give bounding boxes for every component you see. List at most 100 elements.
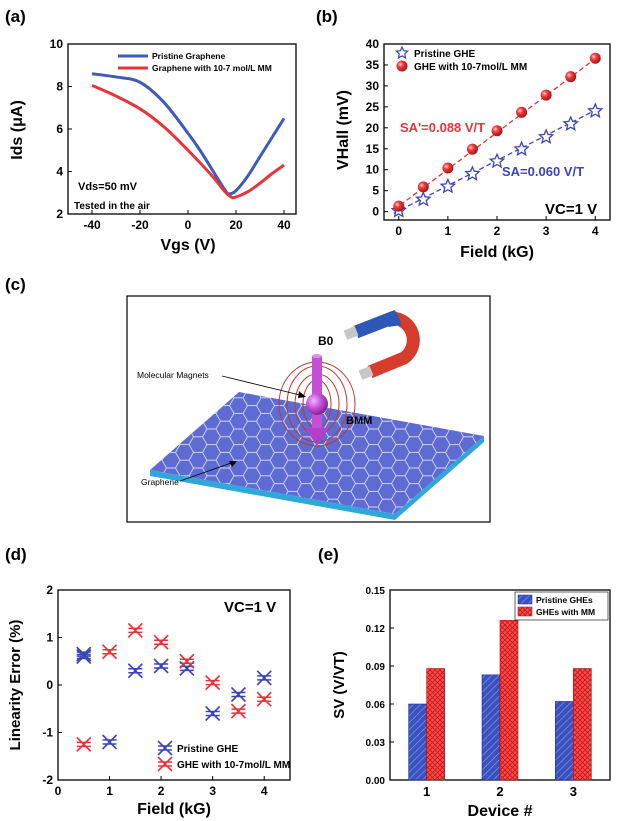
legend-marker-d-mm — [157, 756, 173, 772]
chart-d-ticks: 0 1 2 3 4 -2 -1 0 1 2 — [42, 583, 268, 798]
chart-d-xtick-label: 4 — [261, 784, 268, 798]
chart-d-points — [76, 622, 272, 752]
linearity-point-0 — [101, 734, 118, 750]
chart-b-xtick-label: 3 — [543, 224, 550, 238]
chart-b-ytick-label: 5 — [372, 184, 379, 198]
bar-mm — [499, 620, 519, 781]
arrow-head-graphene — [229, 461, 237, 467]
chart-e-ytick-label: 0.00 — [366, 776, 386, 787]
sphere-point — [589, 52, 601, 64]
bar-mm — [426, 668, 445, 781]
linearity-point-0 — [76, 648, 92, 665]
legend-label-ghe-mm: GHE with 10-7mol/L MM — [414, 62, 527, 73]
chart-d-xtick-label: 0 — [55, 784, 62, 798]
chart-d: 0 1 2 3 4 -2 -1 0 1 2 VC=1 V Pristine GHE GHE wit… — [7, 583, 291, 818]
arrow-graphene — [179, 461, 235, 482]
horseshoe-magnet-icon — [343, 309, 420, 380]
chart-e-legend: Pristine GHEs GHEs with MM — [514, 591, 609, 621]
linearity-point-1 — [153, 634, 169, 650]
sphere-point — [442, 162, 454, 174]
molecule-sphere — [306, 393, 328, 415]
bar-mm — [573, 668, 592, 781]
chart-d-xtick-label: 3 — [209, 784, 216, 798]
chart-b-xtick-label: 1 — [445, 224, 452, 238]
panel-label-c: (c) — [5, 275, 26, 294]
chart-b-points — [390, 52, 604, 218]
chart-b-xtick-label: 4 — [592, 224, 599, 238]
chart-d-ytick-label: 0 — [46, 678, 53, 692]
chart-b-ytick-label: 25 — [366, 100, 380, 114]
chart-b-ylabel: VHall (mV) — [335, 90, 352, 170]
linearity-point-1 — [256, 691, 272, 707]
molecule-arrow-shaft — [312, 356, 322, 428]
legend-label-d-pristine: Pristine GHE — [177, 744, 238, 755]
bar-pristine — [408, 703, 427, 781]
arrow-molecular-magnets — [221, 375, 305, 397]
chart-d-legend: Pristine GHE GHE with 10-7mol/L MM — [157, 740, 290, 772]
linearity-point-0 — [153, 658, 169, 674]
linearity-point-1 — [127, 622, 143, 638]
chart-e-ylabel: SV (V/VT) — [331, 651, 348, 719]
chart-d-ytick-label: -1 — [42, 726, 53, 740]
star-point — [439, 177, 457, 194]
star-point — [562, 115, 579, 132]
chart-a-lines — [91, 72, 286, 200]
chart-d-ylabel: Linearity Error (%) — [7, 620, 24, 751]
chart-b-xtick-label: 0 — [395, 224, 402, 238]
star-point — [537, 128, 555, 145]
annotation-vds: Vds=50 mV — [78, 181, 138, 193]
legend-marker-d-pristine — [157, 740, 173, 756]
chart-d-xtick-label: 2 — [158, 784, 165, 798]
chart-e-xlabel: Device # — [468, 803, 533, 820]
legend-swatch-pristine-ghes — [517, 594, 533, 605]
sphere-point — [540, 89, 552, 101]
chart-a-ytick-label: 6 — [56, 122, 63, 136]
molecule-arrow-head — [305, 428, 329, 446]
chart-b-xlabel: Field (kG) — [460, 244, 534, 261]
chart-e: 0.00 0.03 0.06 0.09 0.12 0.15 1 2 3 Pristine GHE… — [331, 586, 611, 820]
legend-star-pristine — [394, 45, 410, 60]
chart-a-legend: Pristine Graphene Graphene with 10-7 mol… — [118, 51, 272, 73]
molecule-arrow-top — [312, 354, 322, 358]
chart-a-xtick-label: -20 — [131, 218, 149, 232]
star-point — [513, 140, 530, 157]
linearity-point-1 — [179, 653, 195, 669]
linearity-point-0 — [127, 663, 143, 679]
chart-b-ytick-label: 0 — [372, 205, 379, 219]
chart-a-ytick-label: 4 — [56, 165, 63, 179]
chart-e-ytick-label: 0.15 — [366, 586, 386, 597]
label-bmm: BMM — [346, 415, 372, 427]
legend-label-d-mm: GHE with 10-7mol/L MM — [177, 760, 290, 771]
linearity-point-1 — [230, 703, 247, 719]
chart-a-xtick-label: 20 — [229, 218, 243, 232]
chart-a-ytick-label: 2 — [56, 207, 63, 221]
bar-pristine — [555, 701, 574, 781]
chart-a-xtick-label: 0 — [185, 218, 192, 232]
chart-a-ticks: -40 -20 0 20 40 2 4 6 8 10 — [50, 37, 291, 232]
star-point — [488, 152, 506, 169]
chart-d-frame — [57, 589, 291, 781]
linearity-point-0 — [256, 670, 272, 686]
bar-pristine — [481, 674, 501, 781]
chart-a: -40 -20 0 20 40 2 4 6 8 10 Pristine Graphene Grap… — [9, 37, 297, 254]
chart-a-xtick-label: 40 — [277, 218, 291, 232]
star-point — [415, 190, 432, 207]
arrow-head-molecular-magnets — [298, 391, 306, 398]
chart-a-xlabel: Vgs (V) — [160, 237, 215, 254]
schematic-c: B0 BMM Molecular Magnets Graphene — [126, 295, 491, 523]
legend-label-pristine-graphene: Pristine Graphene — [152, 51, 225, 61]
chart-b-ytick-label: 10 — [366, 163, 380, 177]
chart-e-bars — [408, 620, 592, 781]
legend-label-ghes-mm: GHEs with MM — [536, 607, 595, 617]
panel-label-d: (d) — [5, 545, 27, 564]
sphere-point — [393, 200, 405, 212]
chart-e-xtick-label: 3 — [570, 784, 577, 799]
sphere-point — [516, 106, 528, 118]
linearity-point-0 — [179, 660, 195, 676]
star-point — [587, 102, 604, 119]
sphere-point — [565, 71, 577, 83]
annotation-sa-prime: SA'=0.088 V/T — [400, 120, 485, 135]
chart-e-ytick-label: 0.03 — [366, 738, 386, 749]
